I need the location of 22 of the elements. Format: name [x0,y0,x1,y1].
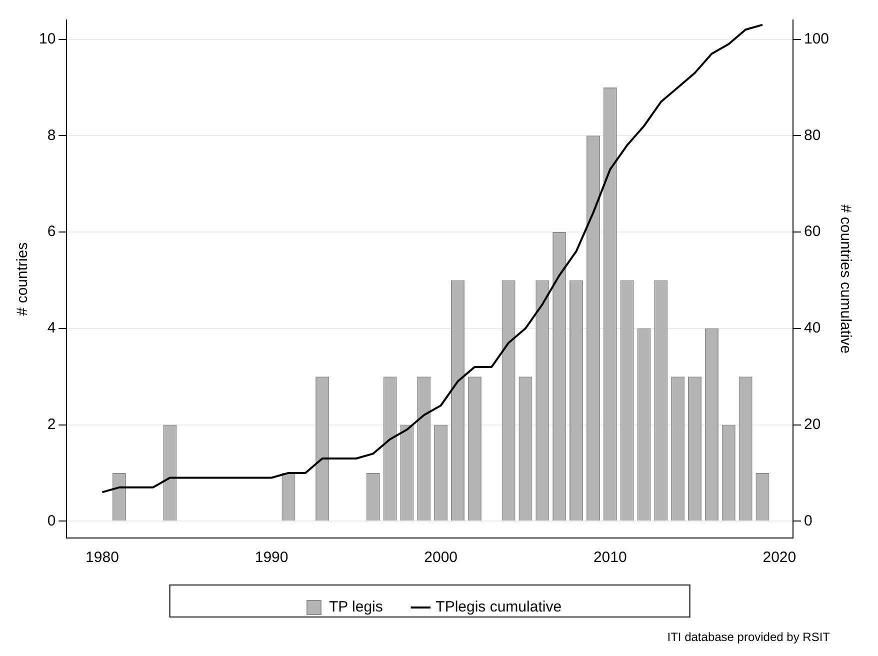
y-tick-label: 6 [47,223,56,240]
y-tick-label: 0 [47,512,56,530]
text: ITI database provided by RSIT [666,630,830,644]
y-tick-label: 4 [47,320,56,337]
x-tick-label: 1990 [254,549,288,566]
y2-tick-label: 100 [804,30,830,48]
y-tick-label: 8 [47,126,56,144]
legend-label: TP legis [328,598,383,616]
y2-tick-label: 60 [804,223,821,240]
y-tick-label: 2 [47,416,56,433]
y-axis-title: # countries [14,242,32,316]
y2-tick-label: 40 [804,320,821,337]
y2-axis-title: # countries cumulative [836,204,854,354]
y-tick-label: 10 [38,30,56,48]
y2-tick-label: 80 [804,126,821,144]
x-tick-label: 2020 [762,549,796,566]
x-tick-label: 2000 [424,549,458,566]
y2-tick-label: 0 [804,512,812,530]
legend-label: TPlegis cumulative [436,598,562,616]
x-tick-label: 1980 [86,549,119,566]
x-tick-label: 2010 [593,549,627,566]
y2-tick-label: 20 [804,416,821,433]
